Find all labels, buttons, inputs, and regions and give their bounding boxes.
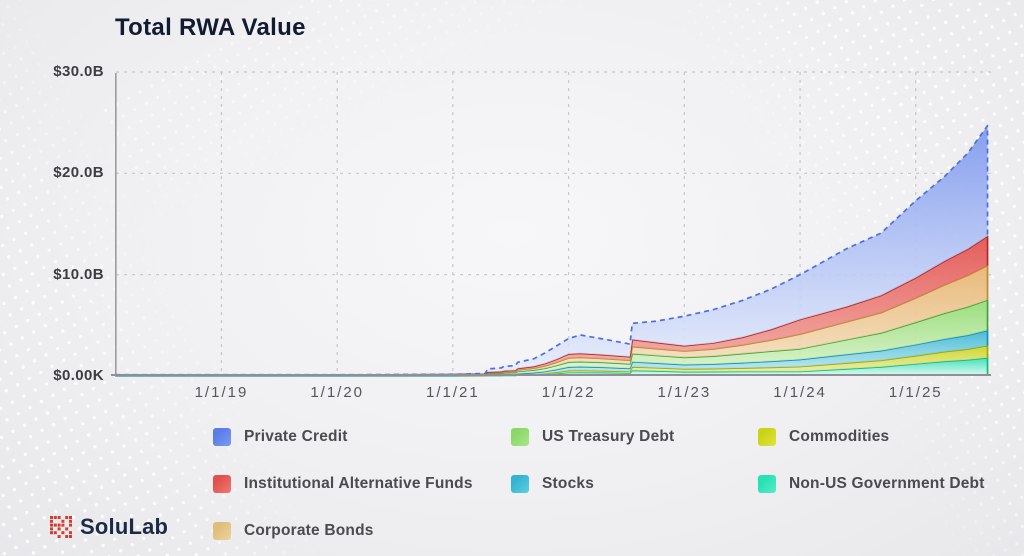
- legend-label: Corporate Bonds: [244, 522, 374, 539]
- x-axis-tick-label: 1/1/21: [426, 384, 480, 401]
- stacked-area-chart: [111, 71, 991, 377]
- legend-swatch-icon: [213, 475, 231, 493]
- y-axis-tick-label: $30.0B: [53, 63, 104, 80]
- legend-item-corporate-bonds[interactable]: Corporate Bonds: [213, 521, 511, 541]
- x-axis-tick-label: 1/1/22: [541, 384, 596, 401]
- legend-label: Institutional Alternative Funds: [244, 475, 473, 492]
- legend-item-institutional-alternative-funds[interactable]: Institutional Alternative Funds: [213, 474, 511, 494]
- legend-label: Private Credit: [244, 428, 348, 445]
- legend-swatch-icon: [213, 522, 231, 540]
- y-axis-tick-label: $20.0B: [53, 164, 104, 182]
- legend-label: Commodities: [789, 428, 890, 445]
- legend-item-non-us-government-debt[interactable]: Non-US Government Debt: [758, 474, 985, 494]
- chart-legend: Private Credit US Treasury Debt Commoditie…: [213, 427, 985, 541]
- x-axis-tick-label: 1/1/25: [888, 384, 943, 401]
- legend-label: Non-US Government Debt: [789, 475, 985, 492]
- solulab-logo[interactable]: SoluLab: [50, 514, 168, 540]
- legend-swatch-icon: [213, 428, 231, 446]
- x-axis-tick-label: 1/1/24: [773, 384, 827, 401]
- x-axis-tick-label: 1/1/19: [194, 384, 249, 401]
- solulab-logo-icon: [50, 515, 72, 538]
- legend-swatch-icon: [758, 475, 776, 493]
- legend-swatch-icon: [758, 428, 776, 446]
- legend-label: US Treasury Debt: [542, 428, 675, 445]
- legend-item-stocks[interactable]: Stocks: [511, 474, 758, 494]
- legend-swatch-icon: [511, 475, 529, 493]
- legend-swatch-icon: [511, 428, 529, 446]
- legend-item-private-credit[interactable]: Private Credit: [213, 427, 511, 447]
- y-axis-tick-label: $10.0B: [53, 265, 104, 283]
- x-axis-tick-label: 1/1/20: [310, 384, 365, 401]
- legend-label: Stocks: [542, 475, 595, 492]
- chart-canvas: [111, 71, 991, 377]
- x-axis-tick-label: 1/1/23: [657, 384, 712, 401]
- legend-item-commodities[interactable]: Commodities: [758, 427, 985, 447]
- chart-title: Total RWA Value: [115, 14, 306, 41]
- solulab-logo-text: SoluLab: [80, 514, 169, 539]
- legend-item-us-treasury-debt[interactable]: US Treasury Debt: [511, 427, 758, 447]
- y-axis-tick-label: $0.00K: [53, 367, 104, 384]
